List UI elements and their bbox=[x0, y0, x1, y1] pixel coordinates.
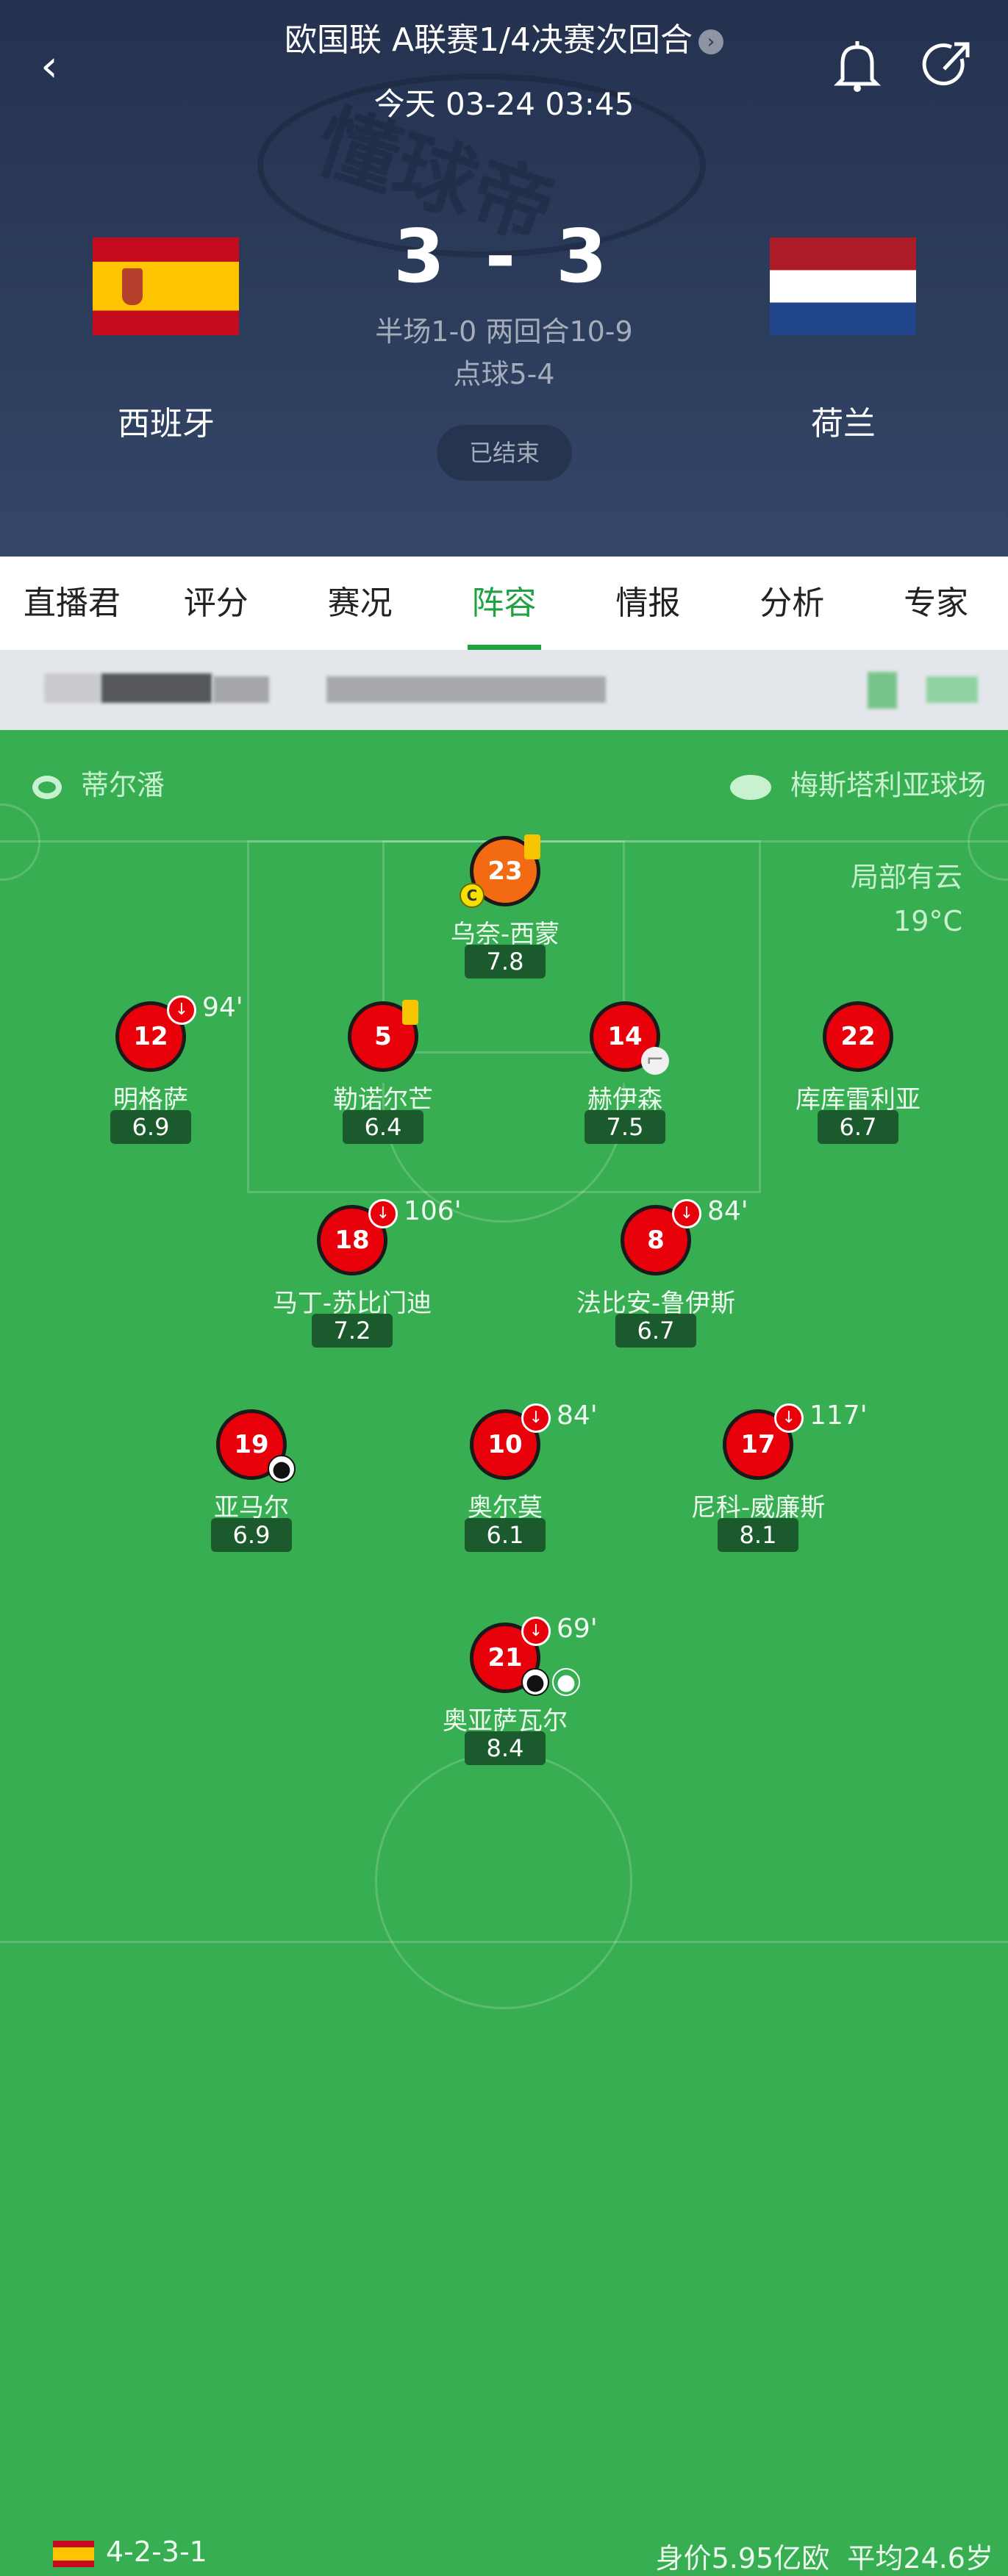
referee-name: 蒂尔潘 bbox=[81, 769, 165, 801]
player-rating: 6.9 bbox=[211, 1518, 292, 1552]
sub-off-minute: 106' bbox=[404, 1196, 462, 1226]
match-status-badge: 已结束 bbox=[437, 425, 572, 481]
score-separator: - bbox=[485, 213, 523, 299]
chevron-right-icon: › bbox=[698, 29, 723, 54]
center-circle bbox=[375, 1752, 632, 2009]
player-rating: 7.5 bbox=[585, 1110, 665, 1144]
tab-3[interactable]: 阵容 bbox=[432, 557, 576, 650]
competition-title[interactable]: 欧国联 A联赛1/4决赛次回合 › bbox=[0, 13, 1008, 60]
sub-off-minute: 84' bbox=[557, 1400, 598, 1431]
player-rating: 6.1 bbox=[465, 1518, 546, 1552]
tab-5[interactable]: 分析 bbox=[759, 584, 825, 622]
player-rating: 6.9 bbox=[110, 1110, 191, 1144]
player-number[interactable]: 22 bbox=[823, 1001, 893, 1072]
player-name: 奥亚萨瓦尔 bbox=[443, 1706, 568, 1736]
lineup-pitch: 蒂尔潘 梅斯塔利亚球场 局部有云 19°C 23 C 乌奈-西蒙 7.8 12 ↓ 94' 明… bbox=[0, 730, 1008, 2575]
sub-off-minute: 69' bbox=[557, 1614, 598, 1644]
player-name: 乌奈-西蒙 bbox=[450, 920, 560, 949]
player-name: 勒诺尔芒 bbox=[333, 1085, 433, 1115]
player-rating: 7.2 bbox=[312, 1314, 393, 1348]
tab-6[interactable]: 专家 bbox=[904, 584, 969, 622]
netherlands-flag[interactable] bbox=[770, 237, 916, 335]
tab-1[interactable]: 评分 bbox=[183, 584, 249, 622]
spain-flag[interactable] bbox=[93, 237, 239, 335]
score: 3 - 3 bbox=[0, 213, 1008, 299]
watermark-circle bbox=[257, 74, 706, 257]
player-rating: 6.7 bbox=[615, 1314, 696, 1348]
player-name: 亚马尔 bbox=[214, 1493, 289, 1523]
player-number[interactable]: 14 bbox=[590, 1001, 660, 1072]
player-number[interactable]: 10 bbox=[470, 1409, 540, 1480]
tab-2[interactable]: 赛况 bbox=[327, 584, 393, 622]
sub-off-minute: 94' bbox=[202, 992, 243, 1023]
captain-icon: C bbox=[460, 883, 485, 908]
player-name: 赫伊森 bbox=[587, 1085, 662, 1115]
temperature: 19°C bbox=[893, 905, 962, 937]
team-stats: 身价5.95亿欧 平均24.6岁 bbox=[656, 2536, 993, 2576]
formation-text: 4-2-3-1 bbox=[106, 2536, 207, 2568]
player-rating: 6.7 bbox=[818, 1110, 898, 1144]
sub-off-icon: ↓ bbox=[672, 1199, 701, 1228]
goal-ball-icon: ● bbox=[268, 1455, 296, 1483]
spain-flag-icon bbox=[53, 2540, 94, 2567]
sub-off-minute: 84' bbox=[707, 1196, 748, 1226]
team-switch-strip bbox=[0, 650, 1008, 730]
player-rating: 8.1 bbox=[718, 1518, 798, 1552]
average-age: 平均24.6岁 bbox=[847, 2542, 993, 2575]
tab-4[interactable]: 情报 bbox=[615, 584, 681, 622]
sub-off-icon: ↓ bbox=[521, 1403, 551, 1433]
formation: 4-2-3-1 bbox=[53, 2536, 207, 2568]
player-rating: 7.8 bbox=[465, 945, 546, 978]
goal-ball-icon: ● bbox=[521, 1668, 549, 1696]
penalty-goal-icon: ● bbox=[552, 1668, 580, 1696]
stadium-name: 梅斯塔利亚球场 bbox=[790, 769, 986, 801]
stadium: 梅斯塔利亚球场 bbox=[729, 762, 986, 803]
away-score: 3 bbox=[556, 213, 615, 299]
team-value: 身价5.95亿欧 bbox=[655, 2542, 830, 2575]
share-icon[interactable] bbox=[918, 37, 976, 96]
bell-icon[interactable] bbox=[828, 37, 887, 96]
player-name: 奥尔莫 bbox=[468, 1493, 543, 1523]
title-text: 欧国联 A联赛1/4决赛次回合 bbox=[285, 21, 693, 59]
penalty-score: 点球5-4 bbox=[453, 358, 555, 390]
away-team-name[interactable]: 荷兰 bbox=[811, 405, 876, 443]
home-team-name[interactable]: 西班牙 bbox=[118, 405, 215, 443]
back-icon[interactable]: ‹ bbox=[40, 40, 58, 92]
yellow-card-icon bbox=[402, 1000, 418, 1025]
half-time-aggregate: 半场1-0 两回合10-9 bbox=[375, 315, 633, 348]
whistle-icon bbox=[32, 775, 62, 799]
sub-off-icon: ↓ bbox=[167, 995, 196, 1025]
player-name: 尼科-威廉斯 bbox=[690, 1493, 826, 1523]
stadium-icon bbox=[729, 774, 771, 800]
home-score: 3 bbox=[393, 213, 452, 299]
sub-off-icon: ↓ bbox=[368, 1199, 398, 1228]
player-name: 明格萨 bbox=[113, 1085, 188, 1115]
match-header: 懂球帝 ‹ 欧国联 A联赛1/4决赛次回合 › 今天 03-24 03:45 3 … bbox=[0, 0, 1008, 557]
player-name: 库库雷利亚 bbox=[796, 1085, 921, 1115]
sub-off-icon: ↓ bbox=[774, 1403, 804, 1433]
sub-off-icon: ↓ bbox=[521, 1617, 551, 1646]
match-time: 今天 03-24 03:45 bbox=[373, 86, 635, 122]
weather-text: 局部有云 bbox=[850, 861, 962, 893]
referee: 蒂尔潘 bbox=[32, 762, 165, 803]
tab-0[interactable]: 直播君 bbox=[23, 584, 121, 622]
yellow-card-icon bbox=[524, 834, 540, 859]
player-name: 法比安-鲁伊斯 bbox=[576, 1289, 736, 1318]
weather: 局部有云 19°C bbox=[851, 855, 962, 943]
player-rating: 6.4 bbox=[343, 1110, 423, 1144]
sub-off-minute: 117' bbox=[809, 1400, 868, 1431]
player-number[interactable]: 19 bbox=[216, 1409, 287, 1480]
player-rating: 8.4 bbox=[465, 1731, 546, 1765]
tab-bar: 直播君 评分 赛况 阵容 情报 分析 专家 bbox=[0, 557, 1008, 650]
player-name: 马丁-苏比门迪 bbox=[272, 1289, 432, 1318]
assist-boot-icon: ⌐ bbox=[641, 1047, 669, 1075]
